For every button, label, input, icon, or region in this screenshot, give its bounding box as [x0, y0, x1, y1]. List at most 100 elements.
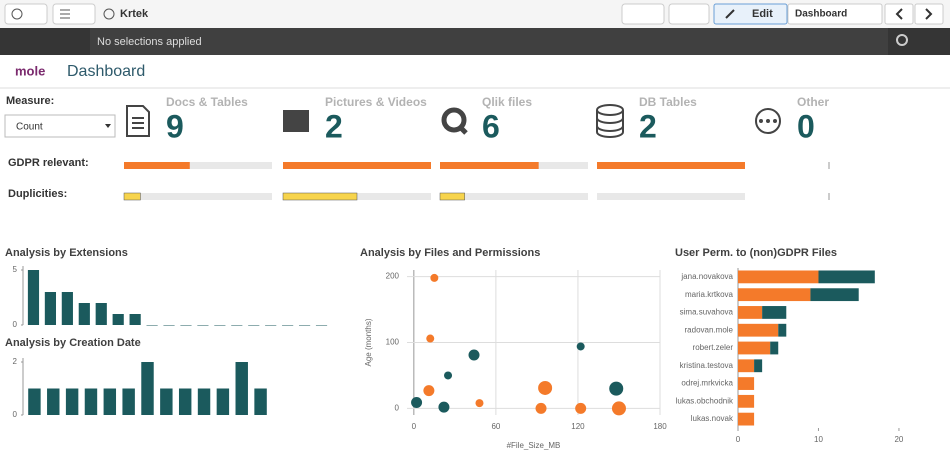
- y-axis-label: Age (months): [364, 318, 373, 366]
- bar: [282, 325, 294, 326]
- point: [438, 401, 450, 413]
- bar-segment: [778, 323, 787, 337]
- bar: [129, 314, 141, 325]
- db-icon: [596, 104, 624, 138]
- compass-icon: [11, 8, 23, 20]
- x-tick-label: 0: [412, 422, 417, 431]
- sheet-name: Dashboard: [795, 9, 847, 20]
- bar: [112, 314, 124, 325]
- y-tick-label: lukas.obchodnik: [676, 396, 734, 405]
- bar: [216, 388, 230, 415]
- point: [468, 349, 480, 361]
- sheet-button[interactable]: [787, 3, 883, 25]
- y-tick-label: 0: [395, 404, 400, 413]
- nav-button[interactable]: [4, 3, 48, 25]
- logo: mole: [15, 63, 45, 78]
- kpi-value: 0: [797, 108, 815, 144]
- bar: [27, 270, 40, 325]
- list-button[interactable]: [52, 3, 96, 25]
- progress-bar: [283, 162, 431, 169]
- selection-text: No selections applied: [97, 36, 202, 48]
- dup-label: Duplicities:: [8, 188, 67, 200]
- point: [426, 334, 435, 343]
- x-tick-label: 60: [491, 422, 500, 431]
- bar-segment: [818, 270, 875, 284]
- y-tick-label: 200: [386, 272, 400, 281]
- bar: [146, 325, 158, 326]
- measure-label: Measure:: [6, 95, 54, 107]
- y-tick-label: odrej.mrkvicka: [681, 379, 733, 388]
- bar-segment: [738, 288, 811, 302]
- x-tick-label: 180: [653, 422, 667, 431]
- kpi-label: Other: [797, 95, 829, 109]
- point: [411, 396, 423, 408]
- prev-icon: [895, 8, 903, 20]
- kpi-value: 9: [166, 108, 184, 144]
- picture-icon: [283, 110, 309, 132]
- qlik-icon-tail: [458, 125, 468, 135]
- point: [475, 399, 484, 408]
- chart-title: Analysis by Extensions: [5, 247, 128, 259]
- bar: [214, 325, 226, 326]
- kpi-value: 2: [325, 108, 343, 144]
- bar-segment: [738, 359, 755, 373]
- x-tick-label: 120: [571, 422, 585, 431]
- y-tick-label: 0: [13, 410, 18, 419]
- point: [538, 380, 553, 395]
- bar: [197, 388, 211, 415]
- bar: [163, 325, 175, 326]
- progress-bar: [123, 192, 141, 201]
- y-tick-label: maria.krtkova: [685, 290, 734, 299]
- progress-track: [597, 193, 745, 200]
- bar-segment: [738, 377, 755, 390]
- bar: [231, 325, 243, 326]
- point: [575, 402, 587, 414]
- bar: [298, 325, 311, 326]
- bar-segment: [762, 306, 787, 319]
- edit-button[interactable]: [713, 3, 788, 25]
- progress-track: [124, 162, 272, 169]
- point: [535, 402, 547, 414]
- bar: [95, 303, 107, 325]
- kpi-label: DB Tables: [639, 95, 697, 109]
- other-dot: [766, 119, 770, 123]
- kpi-label: Qlik files: [482, 95, 532, 109]
- bar: [254, 388, 267, 415]
- y-tick-label: lukas.novak: [691, 414, 734, 423]
- bar: [197, 325, 209, 326]
- y-tick-label: 5: [13, 265, 18, 274]
- present-button[interactable]: [621, 3, 665, 25]
- y-tick-label: sima.suvahova: [680, 308, 734, 317]
- point: [444, 371, 453, 380]
- y-tick-label: jana.novakova: [680, 272, 733, 281]
- point: [423, 385, 435, 397]
- bar: [180, 325, 192, 326]
- list-icon: [60, 9, 70, 19]
- selection-search: [888, 28, 950, 55]
- progress-bar: [439, 192, 465, 201]
- measure-dropdown[interactable]: [4, 114, 116, 138]
- y-tick-label: kristina.testova: [680, 361, 734, 370]
- bar-segment: [810, 288, 859, 302]
- bar: [141, 362, 154, 415]
- x-tick-label: 20: [894, 435, 903, 444]
- other-dot: [759, 119, 763, 123]
- bar-segment: [738, 306, 763, 319]
- qlik-icon: [441, 107, 467, 133]
- point: [609, 381, 624, 396]
- kpi-label: Docs & Tables: [166, 95, 248, 109]
- bar: [122, 388, 135, 415]
- bookmark-button[interactable]: [668, 3, 710, 25]
- progress-track: [440, 193, 588, 200]
- x-tick-label: 0: [736, 435, 741, 444]
- next-icon: [925, 8, 933, 20]
- edit-label: Edit: [752, 8, 773, 20]
- app-name: Krtek: [120, 8, 149, 20]
- next-button[interactable]: [914, 3, 944, 25]
- bar: [265, 325, 277, 326]
- kpi-label: Pictures & Videos: [325, 95, 427, 109]
- prev-button[interactable]: [884, 3, 914, 25]
- search-icon[interactable]: [896, 34, 908, 46]
- bar: [178, 388, 192, 415]
